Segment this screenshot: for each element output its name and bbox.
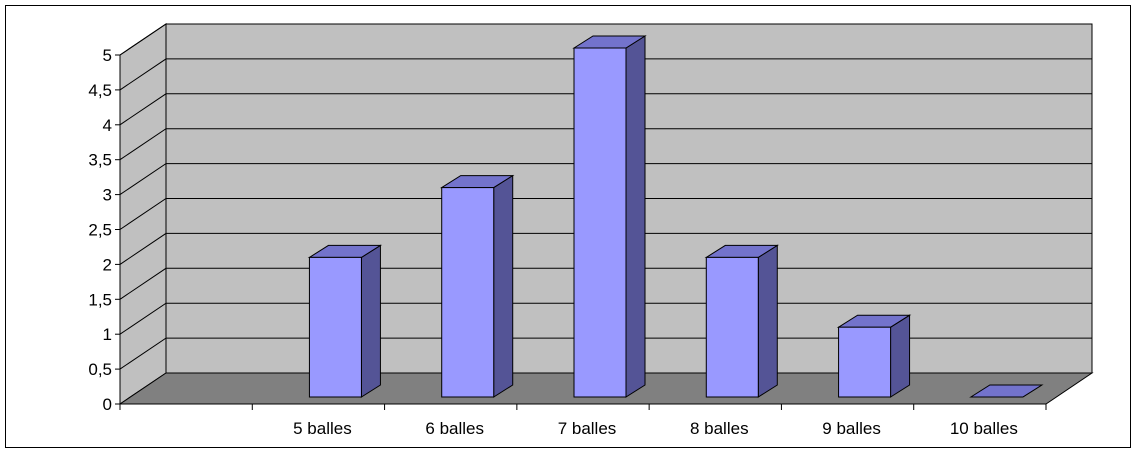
- bar-side: [360, 244, 381, 398]
- gridline: [119, 128, 1092, 161]
- gridlines: [119, 23, 1092, 370]
- y-tick-label: 1,5: [88, 290, 112, 309]
- y-tick-label: 3: [103, 186, 112, 205]
- gridline: [119, 337, 1092, 370]
- bar: [439, 174, 515, 398]
- x-tick-label: 5 balles: [293, 419, 352, 438]
- gridline: [119, 232, 1092, 265]
- gridline: [119, 58, 1092, 91]
- gridline: [119, 93, 1092, 126]
- bar-side: [890, 314, 911, 398]
- bars: [307, 35, 1044, 398]
- bar: [704, 244, 780, 398]
- bar: [572, 35, 647, 398]
- gridline: [119, 302, 1092, 335]
- bar-top: [969, 384, 1044, 398]
- y-tick-label: 2,5: [88, 221, 112, 240]
- y-tick-label: 0,5: [88, 360, 112, 379]
- y-tick-label: 4: [103, 116, 112, 135]
- y-tick-label: 5: [103, 46, 112, 65]
- gridline: [119, 267, 1092, 300]
- x-tick-label: 7 balles: [558, 419, 617, 438]
- bar: [969, 384, 1044, 398]
- x-tick-label: 10 balles: [950, 419, 1018, 438]
- gridline: [119, 198, 1092, 230]
- x-tick-label: 8 balles: [690, 419, 749, 438]
- bar: [307, 244, 383, 398]
- x-tick-label: 6 balles: [425, 419, 484, 438]
- gridline: [119, 163, 1092, 196]
- bar-side: [493, 174, 514, 398]
- bar-front: [308, 256, 362, 398]
- bar-side: [625, 35, 646, 398]
- bar: [836, 314, 912, 398]
- y-tick-label: 4,5: [88, 81, 112, 100]
- bar-front: [573, 47, 627, 398]
- bar-front: [705, 256, 759, 398]
- x-tick-label: 9 balles: [822, 419, 881, 438]
- y-tick-label: 1: [103, 325, 112, 344]
- y-axis: 0 0,5 1 1,5 2 2,5 3 3,5 4 4,5 5: [88, 46, 121, 414]
- bar-side: [757, 244, 778, 398]
- y-tick-label: 2: [103, 255, 112, 274]
- bar-front: [441, 187, 495, 398]
- gridline: [119, 23, 1092, 56]
- y-tick-label: 0: [103, 395, 112, 414]
- y-tick-label: 3,5: [88, 151, 112, 170]
- bar-front: [838, 326, 892, 398]
- x-axis: 5 balles 6 balles 7 balles 8 balles 9 balles…: [119, 403, 1047, 438]
